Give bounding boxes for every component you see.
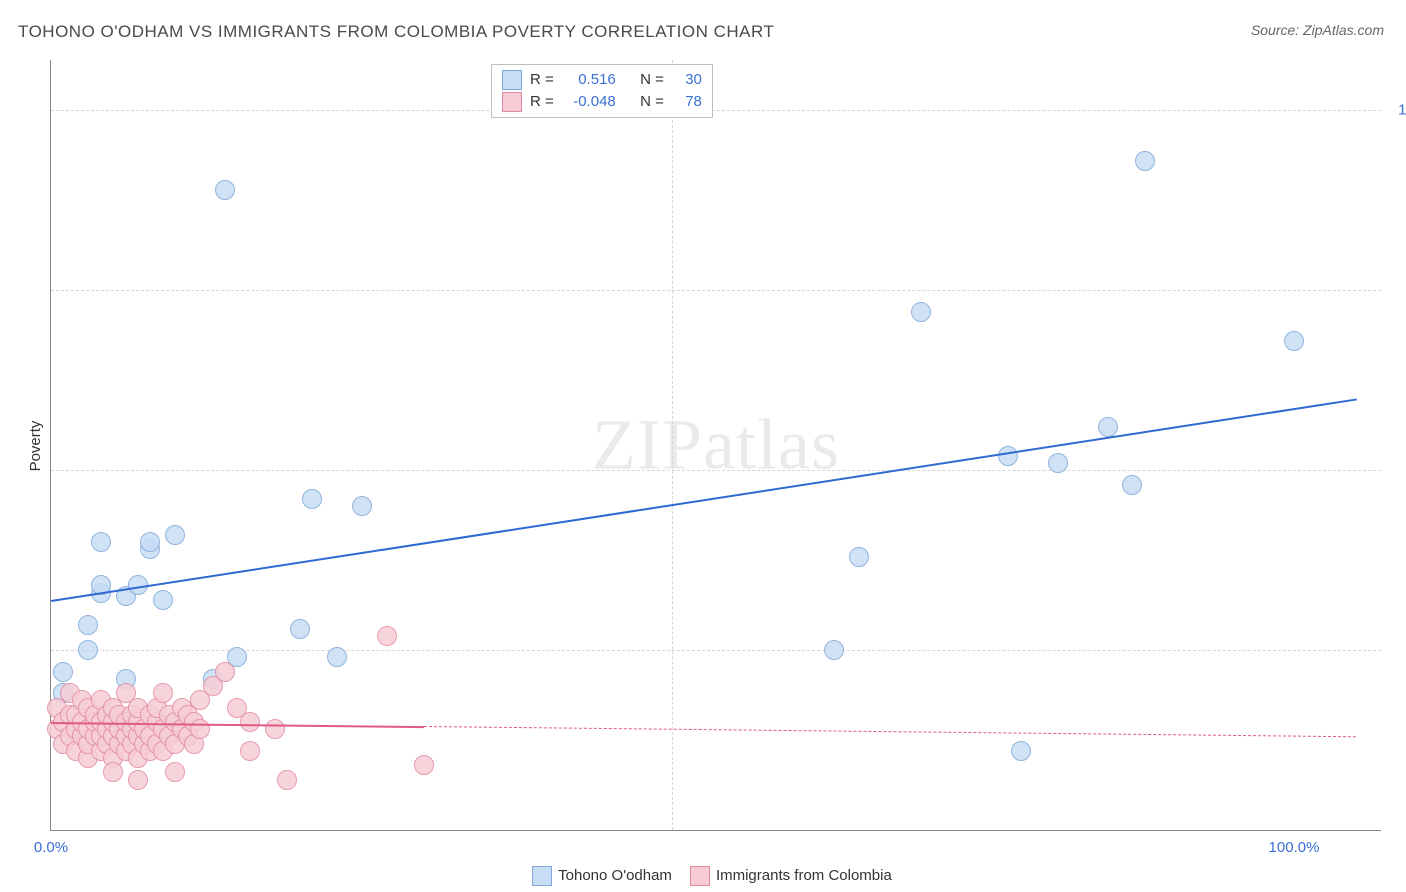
legend-swatch — [502, 92, 522, 112]
data-point — [1284, 331, 1304, 351]
data-point — [265, 719, 285, 739]
data-point — [302, 489, 322, 509]
watermark: ZIPatlas — [592, 404, 840, 487]
legend-row: R =0.516 N =30 — [502, 69, 702, 91]
y-tick-label: 50.0% — [1389, 462, 1406, 479]
legend-swatch — [690, 866, 710, 886]
data-point — [414, 755, 434, 775]
data-point — [78, 640, 98, 660]
data-point — [165, 762, 185, 782]
data-point — [327, 647, 347, 667]
legend-swatch — [532, 866, 552, 886]
data-point — [78, 615, 98, 635]
data-point — [377, 626, 397, 646]
legend-series-label: Immigrants from Colombia — [716, 867, 892, 884]
gridline — [51, 650, 1381, 651]
vgridline — [672, 60, 673, 830]
y-tick-label: 75.0% — [1389, 282, 1406, 299]
data-point — [128, 770, 148, 790]
gridline — [51, 470, 1381, 471]
x-tick-label: 100.0% — [1269, 839, 1320, 856]
correlation-legend: R =0.516 N =30R =-0.048 N =78 — [491, 64, 713, 118]
data-point — [290, 619, 310, 639]
data-point — [240, 741, 260, 761]
data-point — [998, 446, 1018, 466]
y-tick-label: 100.0% — [1389, 102, 1406, 119]
data-point — [215, 662, 235, 682]
data-point — [1135, 151, 1155, 171]
trend-line — [424, 726, 1356, 737]
y-axis-label: Poverty — [27, 421, 44, 472]
data-point — [190, 719, 210, 739]
data-point — [352, 496, 372, 516]
chart-title: TOHONO O'ODHAM VS IMMIGRANTS FROM COLOMB… — [18, 22, 774, 42]
trend-line — [51, 398, 1356, 601]
data-point — [911, 302, 931, 322]
data-point — [91, 532, 111, 552]
data-point — [153, 683, 173, 703]
source-label: Source: ZipAtlas.com — [1251, 22, 1384, 38]
data-point — [240, 712, 260, 732]
gridline — [51, 290, 1381, 291]
data-point — [1098, 417, 1118, 437]
legend-swatch — [502, 70, 522, 90]
data-point — [215, 180, 235, 200]
data-point — [1122, 475, 1142, 495]
data-point — [153, 590, 173, 610]
data-point — [277, 770, 297, 790]
data-point — [849, 547, 869, 567]
bottom-legend: Tohono O'odham Immigrants from Colombia — [0, 866, 1406, 886]
x-tick-label: 0.0% — [34, 839, 68, 856]
y-tick-label: 25.0% — [1389, 642, 1406, 659]
legend-row: R =-0.048 N =78 — [502, 91, 702, 113]
data-point — [824, 640, 844, 660]
data-point — [103, 762, 123, 782]
data-point — [140, 532, 160, 552]
data-point — [53, 662, 73, 682]
legend-series-label: Tohono O'odham — [558, 867, 672, 884]
data-point — [165, 525, 185, 545]
gridline — [51, 110, 1381, 111]
scatter-plot: ZIPatlas 25.0%50.0%75.0%100.0%0.0%100.0%… — [50, 60, 1381, 831]
data-point — [1048, 453, 1068, 473]
data-point — [1011, 741, 1031, 761]
